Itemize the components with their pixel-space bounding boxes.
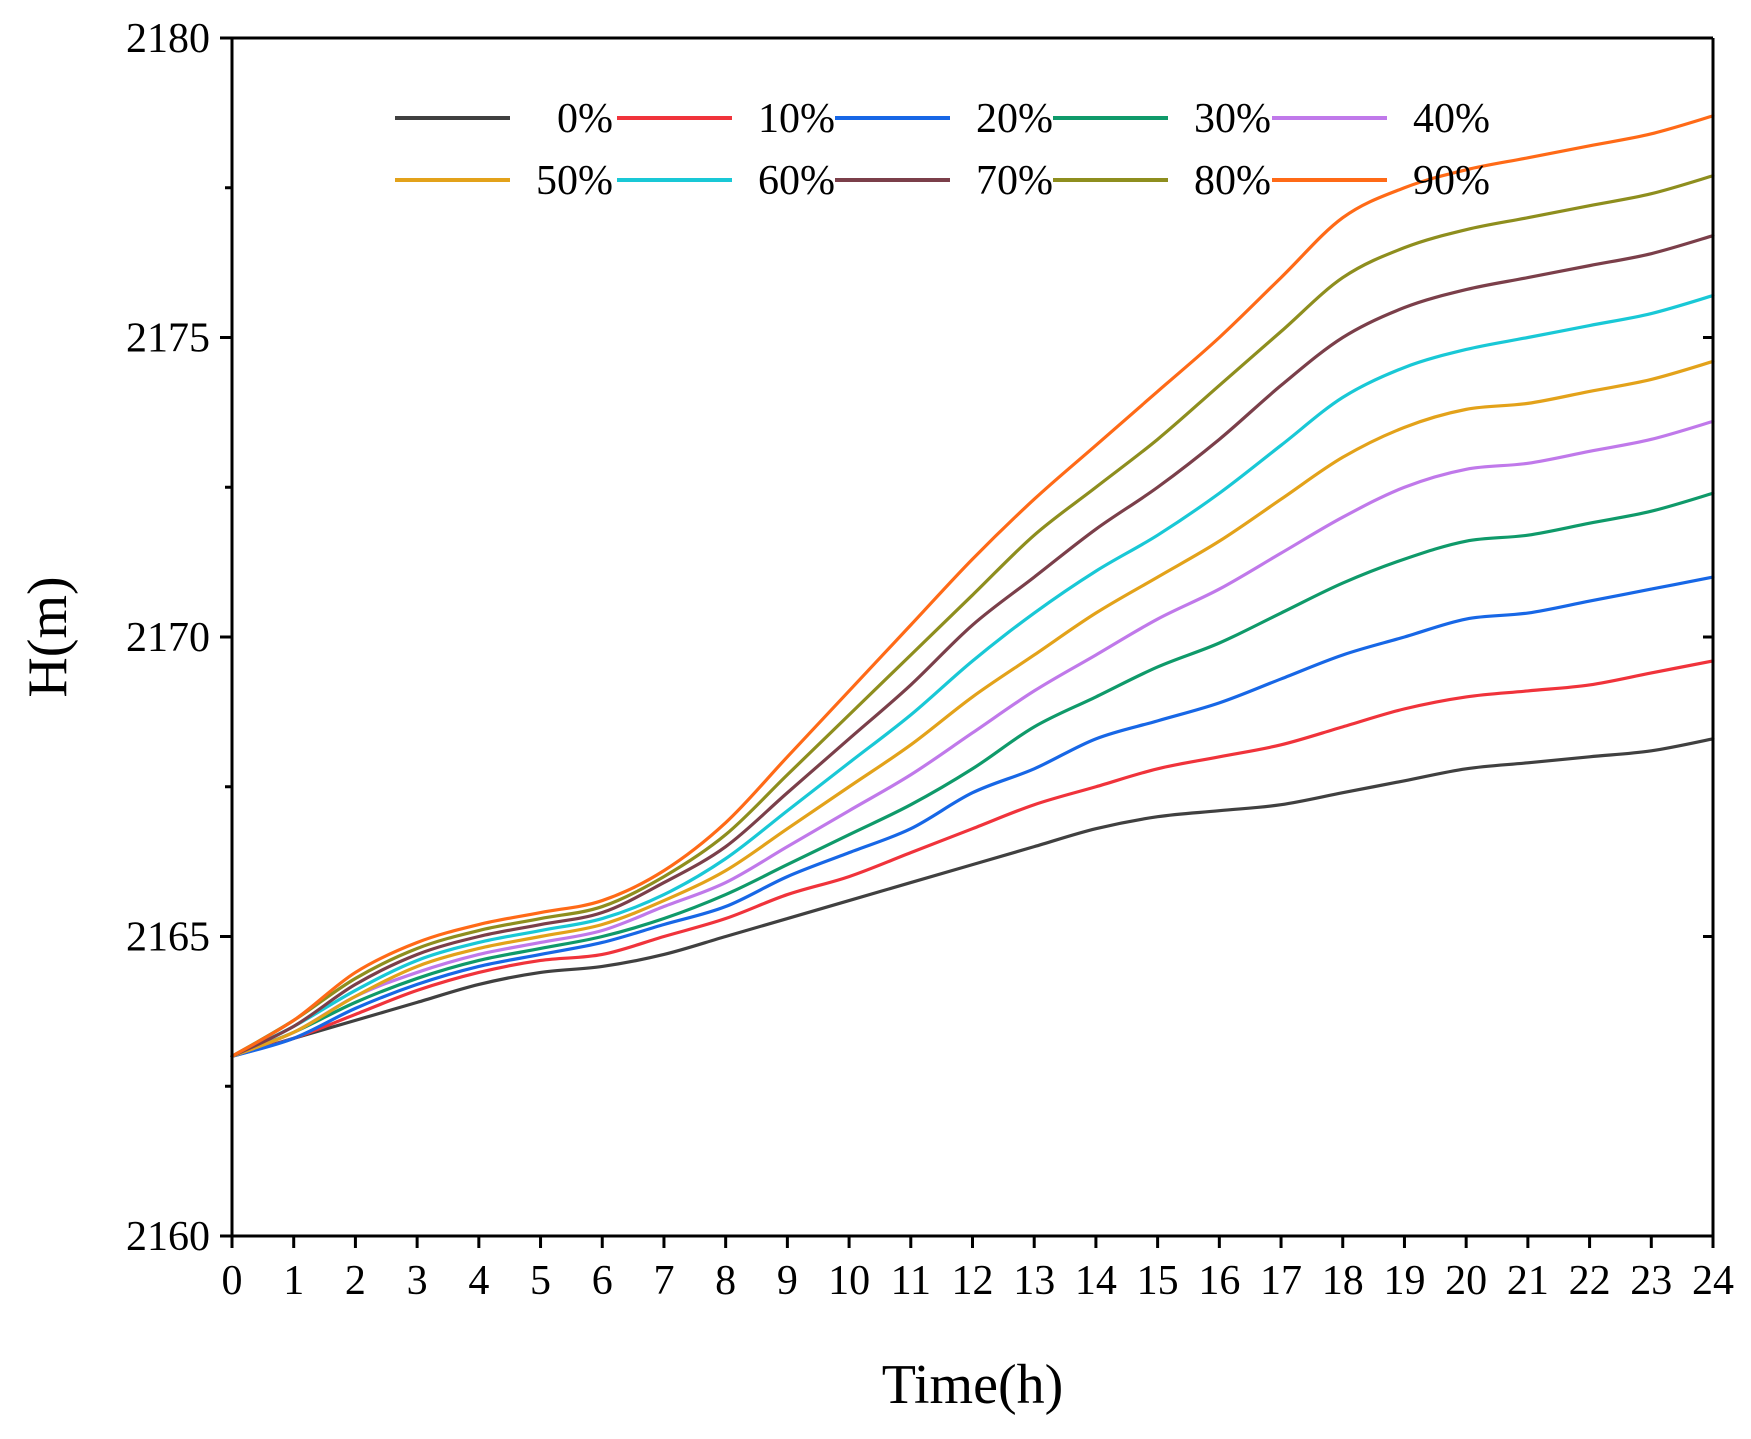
x-tick-label: 8 xyxy=(715,1258,736,1304)
x-tick-label: 20 xyxy=(1445,1258,1487,1304)
series-line-70pct xyxy=(230,234,1715,1058)
series-line-80pct xyxy=(230,174,1715,1058)
series-line-90pct xyxy=(230,114,1715,1058)
x-tick-label: 21 xyxy=(1507,1258,1549,1304)
series-layer xyxy=(230,114,1715,1058)
legend-label: 20% xyxy=(976,96,1053,142)
legend-item: 40% xyxy=(1272,96,1490,142)
legend-item: 50% xyxy=(395,158,613,204)
x-tick-label: 3 xyxy=(407,1258,428,1304)
x-tick-label: 23 xyxy=(1630,1258,1672,1304)
legend: 0% 10% 20% 30% 40% 50% 60% 70% 80% 90% xyxy=(395,96,1490,204)
x-tick-label: 7 xyxy=(653,1258,674,1304)
series-line-30pct xyxy=(230,491,1715,1058)
legend-item: 90% xyxy=(1272,158,1490,204)
plot-area: 0 1 2 3 4 5 6 7 8 9 10 11 12 13 14 15 16 17 18 19 20 21 22 23 24… xyxy=(126,16,1734,1304)
legend-item: 0% xyxy=(395,96,613,142)
x-tick-label: 14 xyxy=(1075,1258,1117,1304)
legend-item: 10% xyxy=(617,96,835,142)
x-tick-label: 5 xyxy=(530,1258,551,1304)
series-line-10pct xyxy=(230,659,1715,1058)
x-tick-label: 19 xyxy=(1383,1258,1425,1304)
legend-item: 60% xyxy=(617,158,835,204)
x-tick-label: 0 xyxy=(222,1258,243,1304)
legend-label: 40% xyxy=(1413,96,1490,142)
x-tick-label: 16 xyxy=(1198,1258,1240,1304)
y-tick-label: 2180 xyxy=(126,16,210,62)
x-tick-label: 2 xyxy=(345,1258,366,1304)
legend-item: 30% xyxy=(1053,96,1271,142)
y-tick-label: 2160 xyxy=(126,1214,210,1260)
x-tick-label: 10 xyxy=(828,1258,870,1304)
x-tick-label: 1 xyxy=(283,1258,304,1304)
legend-item: 80% xyxy=(1053,158,1271,204)
x-tick-label: 11 xyxy=(891,1258,931,1304)
legend-label: 70% xyxy=(976,158,1053,204)
x-tick-label: 6 xyxy=(592,1258,613,1304)
x-tick-label: 17 xyxy=(1260,1258,1302,1304)
x-ticks: 0 1 2 3 4 5 6 7 8 9 10 11 12 13 14 15 16 17 18 19 20 21 22 23 24 xyxy=(222,1236,1734,1304)
series-line-40pct xyxy=(230,419,1715,1058)
y-tick-label: 2175 xyxy=(126,316,210,362)
x-tick-label: 18 xyxy=(1322,1258,1364,1304)
y-ticks: 2160 2165 2170 2175 2180 xyxy=(126,16,1713,1260)
x-tick-label: 12 xyxy=(952,1258,994,1304)
legend-label: 80% xyxy=(1194,158,1271,204)
legend-label: 60% xyxy=(758,158,835,204)
x-tick-label: 24 xyxy=(1692,1258,1734,1304)
legend-label: 90% xyxy=(1413,158,1490,204)
legend-item: 70% xyxy=(835,158,1053,204)
legend-label: 50% xyxy=(536,158,613,204)
x-tick-label: 15 xyxy=(1137,1258,1179,1304)
series-line-60pct xyxy=(230,293,1715,1058)
x-tick-label: 9 xyxy=(777,1258,798,1304)
legend-item: 20% xyxy=(835,96,1053,142)
x-axis-title: Time(h) xyxy=(882,1354,1064,1416)
legend-label: 30% xyxy=(1194,96,1271,142)
series-line-20pct xyxy=(230,575,1715,1058)
series-line-0pct xyxy=(230,737,1715,1058)
series-line-50pct xyxy=(230,359,1715,1058)
legend-label: 10% xyxy=(758,96,835,142)
x-tick-label: 4 xyxy=(468,1258,489,1304)
legend-label: 0% xyxy=(557,96,613,142)
y-axis-title: H(m) xyxy=(17,576,79,697)
x-tick-label: 22 xyxy=(1569,1258,1611,1304)
y-tick-label: 2170 xyxy=(126,615,210,661)
x-tick-label: 13 xyxy=(1013,1258,1055,1304)
y-tick-label: 2165 xyxy=(126,915,210,961)
